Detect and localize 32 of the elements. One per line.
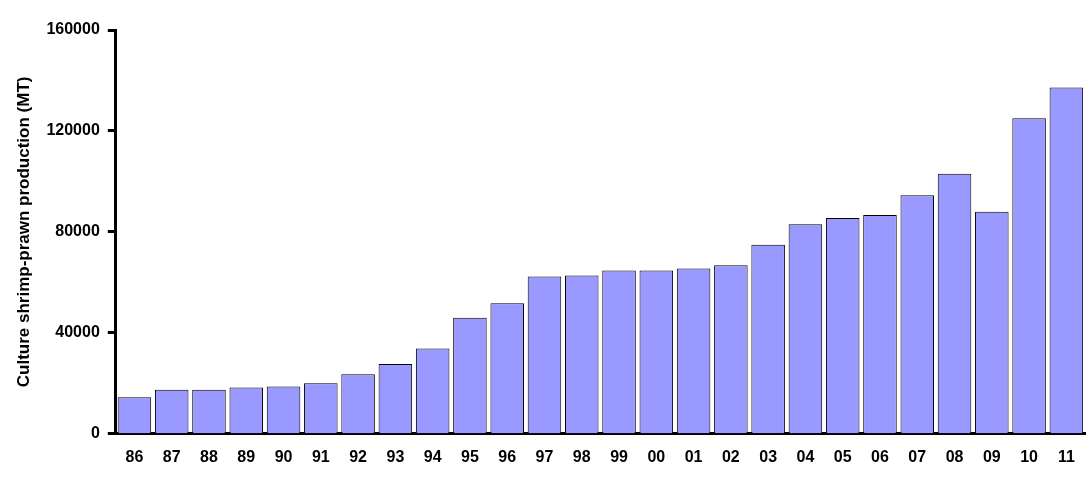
x-tick-label: 95	[461, 447, 479, 465]
x-tick-label: 94	[423, 447, 442, 465]
x-tick-label: 86	[125, 447, 144, 465]
y-tick-label: 120000	[46, 121, 100, 139]
x-tick-label: 96	[498, 447, 517, 465]
x-tick-label: 00	[647, 447, 666, 465]
x-tick-label: 90	[274, 447, 293, 465]
x-tick-label: 03	[759, 447, 778, 465]
x-tick-label: 09	[982, 447, 1001, 465]
x-tick-label: 91	[311, 447, 330, 465]
x-tick-label: 89	[237, 447, 256, 465]
x-tick-label: 88	[200, 447, 218, 465]
x-tick-label: 10	[1020, 447, 1039, 465]
y-tick-label: 160000	[46, 20, 100, 38]
x-tick-label: 01	[684, 447, 703, 465]
x-tick-label: 08	[945, 447, 964, 465]
x-tick-label: 07	[908, 447, 927, 465]
x-tick-label: 04	[796, 447, 815, 465]
x-tick-label: 11	[1057, 447, 1075, 465]
x-tick-label: 99	[610, 447, 629, 465]
x-tick-label: 02	[721, 447, 740, 465]
y-tick-label: 0	[90, 424, 100, 442]
y-tick-label: 80000	[55, 222, 100, 240]
x-tick-label: 97	[535, 447, 554, 465]
x-tick-label: 93	[386, 447, 405, 465]
x-tick-label: 98	[572, 447, 591, 465]
x-tick-label: 92	[349, 447, 368, 465]
y-tick-label: 40000	[55, 323, 100, 341]
y-axis-title: Culture shrimp-prawn production (MT)	[13, 76, 33, 388]
x-tick-label: 87	[162, 447, 181, 465]
x-tick-label: 05	[833, 447, 852, 465]
x-tick-label: 06	[871, 447, 889, 465]
